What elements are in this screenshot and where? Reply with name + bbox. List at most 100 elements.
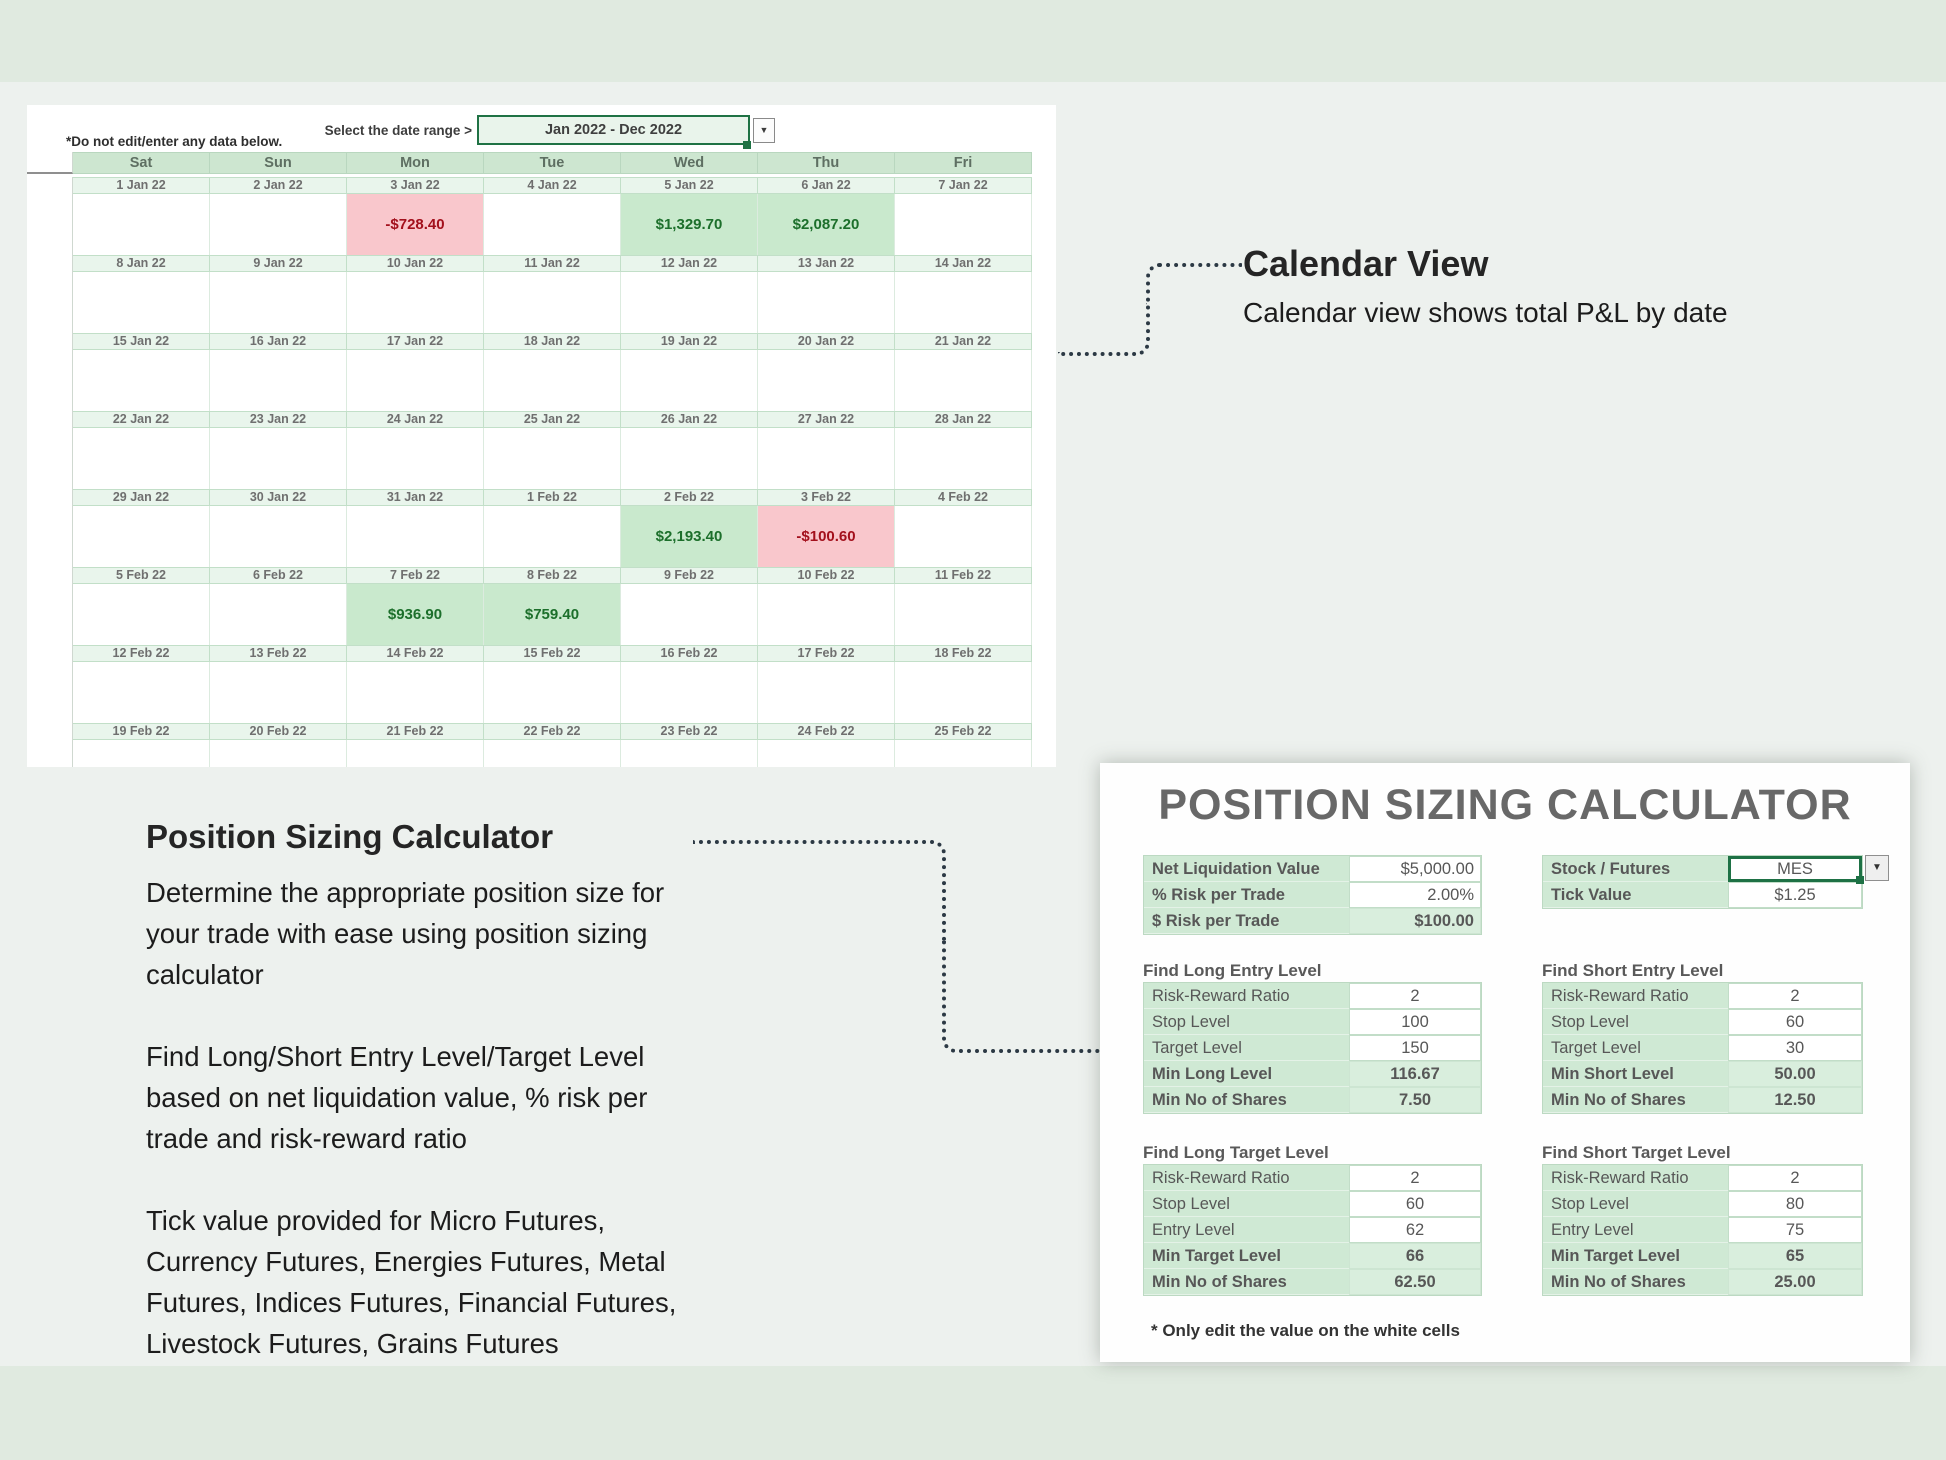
calendar-table: Sat Sun Mon Tue Wed Thu Fri 1 Jan 22 2 Jan 22 3 … (45, 152, 1032, 767)
row-gutter (45, 152, 73, 174)
calc-value-cell[interactable]: 75 (1728, 1217, 1862, 1243)
calc-value-cell[interactable]: 80 (1728, 1191, 1862, 1217)
pnl-cell (210, 350, 347, 411)
calc-value-cell[interactable]: 100 (1349, 1009, 1481, 1035)
calc-row-label: Entry Level (1543, 1217, 1728, 1243)
calc-value-cell[interactable]: 62 (1349, 1217, 1481, 1243)
row-gutter (45, 428, 73, 489)
calc-row-label: Min Short Level (1543, 1061, 1728, 1087)
top-band (0, 0, 1946, 82)
section-title: Find Short Entry Level (1542, 961, 1724, 980)
pnl-cell (73, 740, 210, 767)
pnl-cell: $759.40 (484, 584, 621, 645)
date-cell: 11 Feb 22 (895, 567, 1032, 584)
calendar-date-row: 15 Jan 22 16 Jan 22 17 Jan 22 18 Jan 22 19 J… (45, 333, 1032, 350)
calc-result-cell: $100.00 (1349, 908, 1481, 934)
dropdown-arrow-icon[interactable]: ▼ (753, 118, 775, 143)
calc-row-label: Stock / Futures (1543, 856, 1728, 882)
pnl-cell (73, 506, 210, 567)
position-sizing-description: Determine the appropriate position size … (146, 872, 836, 1405)
row-gutter (45, 584, 73, 645)
pnl-cell: -$728.40 (347, 194, 484, 255)
dropdown-arrow-icon[interactable]: ▼ (1865, 855, 1889, 881)
calc-result-cell: 62.50 (1349, 1269, 1481, 1295)
date-cell: 30 Jan 22 (210, 489, 347, 506)
pnl-cell (758, 272, 895, 333)
pnl-cell: $936.90 (347, 584, 484, 645)
date-cell: 2 Feb 22 (621, 489, 758, 506)
calendar-weeks: 1 Jan 22 2 Jan 22 3 Jan 22 4 Jan 22 5 Jan 22… (45, 177, 1032, 767)
pnl-cell (758, 584, 895, 645)
date-cell: 9 Jan 22 (210, 255, 347, 272)
date-cell: 10 Feb 22 (758, 567, 895, 584)
pnl-cell (210, 428, 347, 489)
calc-value-cell[interactable]: $1.25 (1728, 882, 1862, 908)
do-not-edit-warning: *Do not edit/enter any data below. (66, 134, 283, 149)
calc-result-cell: 7.50 (1349, 1087, 1481, 1113)
liquidation-table: Net Liquidation Value $5,000.00% Risk per… (1143, 855, 1482, 935)
calc-value-cell[interactable]: 150 (1349, 1035, 1481, 1061)
calc-row-label: Min Target Level (1144, 1243, 1349, 1269)
calc-row-label: Risk-Reward Ratio (1543, 983, 1728, 1009)
calc-row-label: Target Level (1144, 1035, 1349, 1061)
date-cell: 3 Jan 22 (347, 177, 484, 194)
date-range-dropdown[interactable]: Jan 2022 - Dec 2022 (477, 115, 750, 145)
calculator-panel: POSITION SIZING CALCULATOR Net Liquidati… (1100, 763, 1910, 1362)
section-title: Find Long Entry Level (1143, 961, 1322, 980)
row-gutter (45, 489, 73, 506)
date-cell: 13 Jan 22 (758, 255, 895, 272)
calculator-title: POSITION SIZING CALCULATOR (1158, 781, 1852, 829)
calc-value-cell[interactable]: 2 (1349, 983, 1481, 1009)
calc-value-cell[interactable]: 30 (1728, 1035, 1862, 1061)
pnl-cell (73, 194, 210, 255)
pnl-cell (210, 272, 347, 333)
date-cell: 9 Feb 22 (621, 567, 758, 584)
selection-fill-handle[interactable] (743, 141, 751, 149)
calendar-value-row (45, 272, 1032, 333)
date-cell: 21 Jan 22 (895, 333, 1032, 350)
date-cell: 20 Jan 22 (758, 333, 895, 350)
section-table: Risk-Reward Ratio 2 Stop Level 60 Target Lev… (1542, 982, 1863, 1114)
date-cell: 7 Jan 22 (895, 177, 1032, 194)
calc-value-cell[interactable]: 2 (1349, 1165, 1481, 1191)
calc-value-cell[interactable]: 60 (1728, 1009, 1862, 1035)
pnl-cell (347, 350, 484, 411)
calc-result-cell: 50.00 (1728, 1061, 1862, 1087)
calc-row-label: Stop Level (1543, 1009, 1728, 1035)
pnl-cell (347, 272, 484, 333)
calc-value-cell[interactable]: 2 (1728, 983, 1862, 1009)
pnl-cell (347, 740, 484, 767)
pnl-cell (73, 272, 210, 333)
instrument-dropdown[interactable]: MES (1728, 856, 1864, 884)
calc-value-cell[interactable]: 2 (1728, 1165, 1862, 1191)
pnl-cell (73, 350, 210, 411)
date-cell: 2 Jan 22 (210, 177, 347, 194)
calc-value-cell[interactable]: 60 (1349, 1191, 1481, 1217)
date-cell: 17 Jan 22 (347, 333, 484, 350)
pnl-cell (895, 584, 1032, 645)
calc-value-cell[interactable]: $5,000.00 (1349, 856, 1481, 882)
date-cell: 19 Jan 22 (621, 333, 758, 350)
day-header: Sun (210, 152, 347, 174)
position-sizing-heading: Position Sizing Calculator (146, 818, 554, 855)
calendar-date-row: 19 Feb 22 20 Feb 22 21 Feb 22 22 Feb 22 23 F… (45, 723, 1032, 740)
date-cell: 18 Jan 22 (484, 333, 621, 350)
bottom-band (0, 1366, 1946, 1460)
calc-row-label: Min No of Shares (1543, 1269, 1728, 1295)
calculator-footnote: * Only edit the value on the white cells (1151, 1321, 1460, 1340)
date-cell: 1 Feb 22 (484, 489, 621, 506)
pnl-cell (484, 350, 621, 411)
selection-fill-handle[interactable] (1856, 876, 1864, 884)
description-paragraph: Tick value provided for Micro Futures, C… (146, 1205, 677, 1359)
calendar-date-row: 29 Jan 22 30 Jan 22 31 Jan 22 1 Feb 22 2 Feb… (45, 489, 1032, 506)
calendar-value-row (45, 350, 1032, 411)
calc-value-cell[interactable]: 2.00% (1349, 882, 1481, 908)
section-title: Find Short Target Level (1542, 1143, 1731, 1162)
date-cell: 29 Jan 22 (73, 489, 210, 506)
pnl-cell (210, 194, 347, 255)
date-cell: 6 Jan 22 (758, 177, 895, 194)
date-cell: 15 Jan 22 (73, 333, 210, 350)
calendar-value-row (45, 662, 1032, 723)
calc-row-label: Target Level (1543, 1035, 1728, 1061)
date-cell: 22 Feb 22 (484, 723, 621, 740)
